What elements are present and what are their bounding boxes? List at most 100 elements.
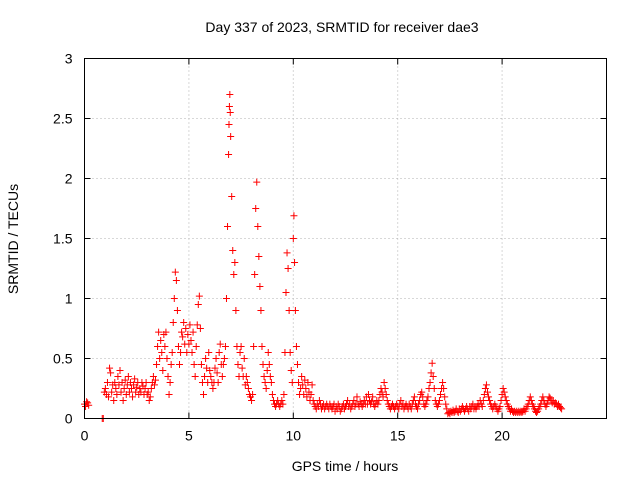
data-point bbox=[440, 385, 448, 392]
data-point bbox=[110, 397, 118, 404]
data-point bbox=[237, 343, 245, 350]
data-point bbox=[112, 385, 120, 392]
x-tick-label: 0 bbox=[81, 428, 89, 444]
data-point bbox=[155, 328, 163, 336]
y-tick-label: 0 bbox=[65, 411, 73, 427]
data-point bbox=[282, 289, 290, 296]
data-point bbox=[114, 373, 122, 380]
data-point bbox=[231, 259, 239, 266]
data-point bbox=[259, 361, 267, 368]
data-point bbox=[243, 379, 251, 386]
data-point bbox=[209, 385, 217, 392]
data-point bbox=[279, 400, 287, 408]
data-point bbox=[211, 364, 219, 372]
data-point bbox=[418, 388, 426, 396]
data-point bbox=[131, 375, 139, 383]
data-point bbox=[197, 361, 205, 368]
data-point bbox=[163, 355, 171, 362]
data-point bbox=[207, 373, 215, 380]
data-point bbox=[439, 379, 447, 386]
data-point bbox=[195, 292, 203, 300]
grid bbox=[84, 58, 607, 419]
data-point bbox=[381, 385, 389, 392]
data-point bbox=[423, 397, 431, 404]
data-point bbox=[252, 205, 260, 212]
data-point bbox=[205, 349, 213, 356]
data-point bbox=[250, 343, 258, 350]
data-point bbox=[407, 405, 415, 413]
data-point bbox=[264, 349, 272, 356]
x-tick-label: 10 bbox=[286, 428, 302, 444]
data-point bbox=[478, 403, 486, 410]
data-point bbox=[225, 103, 233, 110]
data-point bbox=[172, 277, 180, 284]
axes: 0 5 10 15 20 0 0.5 1 1.5 2 2.5 3 bbox=[53, 51, 607, 444]
y-tick-label: 1 bbox=[65, 291, 73, 307]
data-point bbox=[150, 381, 158, 389]
data-point bbox=[303, 393, 311, 401]
data-point bbox=[543, 400, 551, 408]
data-point bbox=[226, 109, 234, 116]
data-point bbox=[422, 400, 430, 408]
data-point bbox=[222, 295, 230, 302]
data-point bbox=[502, 397, 510, 404]
data-point bbox=[157, 337, 165, 344]
data-point bbox=[288, 379, 296, 386]
data-point bbox=[257, 307, 265, 314]
data-point bbox=[133, 383, 141, 391]
data-point bbox=[120, 385, 128, 392]
data-point bbox=[255, 253, 263, 260]
data-point bbox=[200, 391, 208, 398]
data-point bbox=[124, 373, 132, 380]
data-point bbox=[170, 295, 178, 302]
data-point bbox=[483, 388, 491, 396]
x-axis-label: GPS time / hours bbox=[292, 458, 399, 474]
data-point bbox=[215, 349, 223, 356]
data-point bbox=[127, 385, 135, 392]
data-point bbox=[290, 212, 298, 220]
data-point bbox=[186, 321, 194, 329]
x-tick-label: 15 bbox=[390, 428, 406, 444]
data-point bbox=[154, 343, 162, 350]
data-point bbox=[164, 373, 172, 380]
data-point bbox=[242, 373, 250, 380]
data-point bbox=[229, 247, 237, 254]
data-point bbox=[103, 379, 111, 386]
data-point bbox=[298, 373, 306, 380]
data-point bbox=[156, 355, 164, 362]
data-point bbox=[315, 397, 323, 404]
data-point bbox=[177, 349, 185, 356]
data-point bbox=[375, 397, 383, 404]
data-point bbox=[266, 373, 274, 380]
data-point bbox=[187, 337, 195, 344]
data-point bbox=[496, 403, 504, 410]
data-point bbox=[166, 379, 174, 386]
data-point bbox=[426, 379, 434, 386]
data-point bbox=[344, 397, 352, 404]
data-point bbox=[201, 373, 209, 380]
data-point bbox=[216, 340, 224, 348]
data-point bbox=[119, 397, 127, 404]
data-point bbox=[350, 397, 358, 404]
data-point bbox=[158, 349, 166, 356]
data-point bbox=[291, 307, 299, 314]
data-point bbox=[280, 391, 288, 398]
data-point bbox=[430, 385, 438, 392]
data-point bbox=[149, 373, 157, 380]
data-point bbox=[167, 361, 175, 368]
data-point bbox=[225, 151, 233, 158]
data-point bbox=[196, 325, 204, 332]
data-point bbox=[308, 381, 316, 389]
data-point bbox=[206, 367, 214, 374]
data-point bbox=[295, 379, 303, 386]
data-point bbox=[179, 333, 187, 341]
data-point bbox=[173, 307, 181, 314]
data-point bbox=[410, 393, 418, 401]
x-tick-label: 5 bbox=[185, 428, 193, 444]
data-point bbox=[378, 388, 386, 396]
data-point bbox=[551, 399, 559, 407]
y-tick-label: 2.5 bbox=[53, 111, 73, 127]
data-point bbox=[557, 404, 565, 412]
data-point bbox=[291, 259, 299, 266]
